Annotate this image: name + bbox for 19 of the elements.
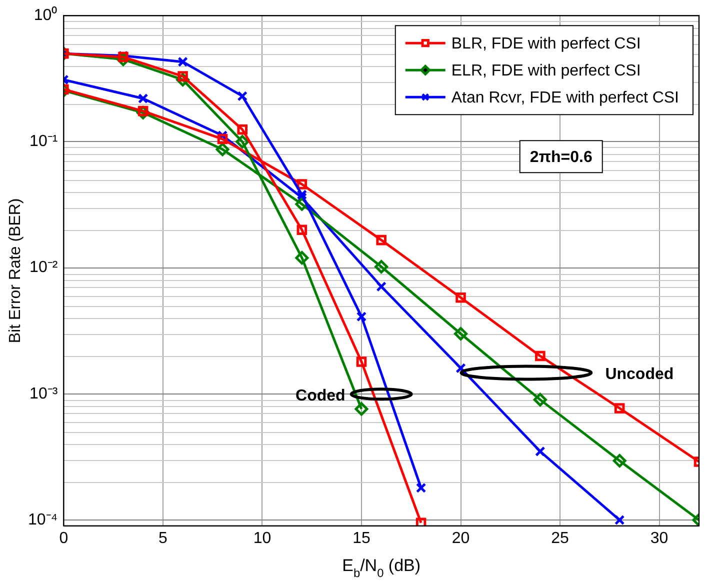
y-tick-label: 10⁻² [30,259,58,276]
legend-label: BLR, FDE with perfect CSI [451,36,641,53]
x-tick-label: 20 [452,530,470,547]
x-tick-label: 25 [551,530,570,547]
y-tick-label: 10⁰ [34,6,58,24]
y-tick-label: 10⁻³ [30,385,58,402]
y-tick-label: 10⁻¹ [30,133,58,150]
legend-label: ELR, FDE with perfect CSI [451,62,641,80]
x-tick-label: 10 [253,530,272,547]
y-tick-label: 10⁻⁴ [28,511,58,528]
annotation: 2πh=0.6 [530,149,592,166]
annotation: Coded [296,388,346,405]
x-tick-label: 30 [650,530,668,547]
annotation: Uncoded [605,366,674,384]
x-tick-label: 0 [59,530,68,547]
x-tick-label: 15 [352,530,370,547]
legend-label: Atan Rcvr, FDE with perfect CSI [451,90,679,107]
y-axis-title: Bit Error Rate (BER) [7,198,24,344]
x-tick-label: 5 [158,530,168,547]
